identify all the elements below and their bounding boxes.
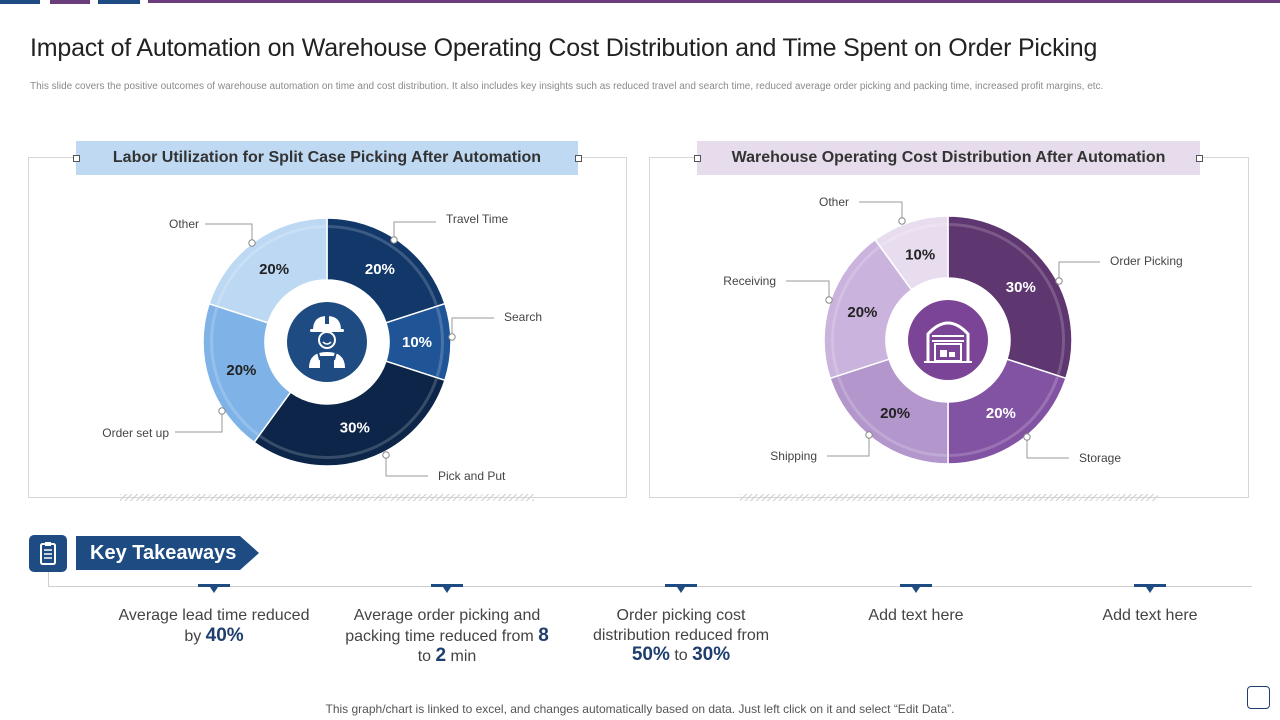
- clipboard-icon: [29, 535, 67, 572]
- left-leader-dot: [448, 333, 456, 341]
- takeaway-marker-icon: [665, 584, 697, 593]
- left-category-label: Search: [504, 310, 542, 324]
- right-leader-line: [859, 201, 903, 221]
- takeaway-text: Average lead time reduced by: [118, 607, 310, 645]
- page-subtitle: This slide covers the positive outcomes …: [30, 81, 1104, 92]
- left-pct-label: 10%: [402, 334, 432, 351]
- right-leader-line: [786, 280, 830, 300]
- left-leader-line: [175, 411, 223, 433]
- right-category-label: Receiving: [723, 274, 776, 288]
- left-donut: 20% Travel Time 10% Search 30% Pick and Put 20…: [102, 212, 542, 483]
- left-leader-dot: [390, 236, 398, 244]
- takeaway-text: to: [669, 647, 693, 664]
- takeaway-text: 30%: [692, 644, 731, 665]
- takeaway-text: 8: [538, 624, 549, 646]
- takeaway-marker-icon: [900, 584, 932, 593]
- takeaway-item: Add text here: [1045, 606, 1255, 626]
- right-leader-dot: [865, 431, 873, 439]
- takeaway-marker-icon: [1134, 584, 1166, 593]
- takeaway-text: 2: [435, 645, 447, 666]
- takeaways-connector: [48, 572, 49, 587]
- left-slice-ring: [210, 306, 260, 436]
- takeaway-text: Add text here: [1102, 607, 1198, 624]
- takeaway-text: Average order picking and packing time r…: [345, 607, 541, 645]
- right-slice-ring: [831, 246, 881, 376]
- left-pct-label: 30%: [340, 420, 370, 437]
- right-category-label: Shipping: [770, 449, 817, 463]
- left-panel-shadow: [120, 494, 534, 501]
- left-slice-ring: [435, 306, 444, 378]
- key-takeaways-heading: Key Takeaways: [90, 542, 237, 564]
- right-slice-ring: [949, 376, 1059, 457]
- right-leader-line: [1058, 261, 1100, 281]
- right-slice-ring: [837, 376, 947, 457]
- takeaway-item: Average lead time reduced by 40%: [109, 606, 319, 646]
- left-slice-ring: [328, 225, 438, 306]
- left-leader-line: [385, 455, 428, 477]
- left-header-handle-left: [73, 155, 80, 162]
- left-leader-line: [205, 223, 253, 243]
- right-slice-ring: [880, 223, 947, 248]
- right-panel-shadow: [740, 494, 1158, 501]
- left-category-label: Order set up: [102, 426, 169, 440]
- takeaway-item: Add text here: [811, 606, 1021, 626]
- takeaway-text: to: [417, 648, 436, 665]
- left-leader-line: [451, 317, 494, 337]
- warehouse-icon: [908, 300, 988, 380]
- left-category-label: Other: [169, 217, 199, 231]
- right-category-label: Order Picking: [1110, 254, 1183, 268]
- left-slice-ring: [216, 225, 326, 306]
- left-category-label: Pick and Put: [438, 469, 506, 483]
- takeaway-text: 50%: [631, 644, 670, 665]
- right-pct-label: 20%: [986, 405, 1016, 422]
- right-category-label: Other: [819, 195, 849, 209]
- page-title: Impact of Automation on Warehouse Operat…: [30, 34, 1098, 62]
- top-accent-bar: [0, 0, 1280, 5]
- takeaway-marker-icon: [431, 584, 463, 593]
- right-leader-dot: [1055, 277, 1063, 285]
- key-takeaways-banner: Key Takeaways: [76, 536, 259, 570]
- left-pct-label: 20%: [365, 261, 395, 278]
- takeaway-marker-icon: [198, 584, 230, 593]
- right-pct-label: 30%: [1006, 279, 1036, 296]
- right-category-label: Storage: [1079, 451, 1121, 465]
- left-chart-title: Labor Utilization for Split Case Picking…: [76, 141, 578, 175]
- right-pct-label: 20%: [847, 304, 877, 321]
- corner-box: [1247, 686, 1270, 709]
- takeaway-item: Average order picking and packing time r…: [342, 606, 552, 667]
- right-chart-title: Warehouse Operating Cost Distribution Af…: [697, 141, 1200, 175]
- left-leader-dot: [382, 451, 390, 459]
- left-leader-line: [393, 221, 436, 240]
- takeaway-text: Add text here: [868, 607, 964, 624]
- right-leader-dot: [898, 217, 906, 225]
- takeaway-text: min: [446, 648, 477, 665]
- right-header-handle-right: [1196, 155, 1203, 162]
- right-leader-dot: [1023, 433, 1031, 441]
- footer-note: This graph/chart is linked to excel, and…: [325, 702, 955, 716]
- right-pct-label: 20%: [880, 405, 910, 422]
- takeaway-text: 40%: [205, 624, 244, 646]
- left-leader-dot: [248, 239, 256, 247]
- takeaways-timeline: [48, 586, 1252, 587]
- worker-icon: [287, 302, 367, 382]
- left-header-handle-right: [575, 155, 582, 162]
- right-leader-dot: [825, 296, 833, 304]
- left-leader-dot: [218, 407, 226, 415]
- left-pct-label: 20%: [226, 362, 256, 379]
- right-leader-line: [1026, 437, 1069, 459]
- left-pct-label: 20%: [259, 261, 289, 278]
- takeaway-text: Order picking cost distribution reduced …: [592, 607, 770, 644]
- right-pct-label: 10%: [905, 246, 935, 263]
- right-header-handle-left: [694, 155, 701, 162]
- takeaway-item: Order picking cost distribution reduced …: [576, 606, 786, 666]
- left-category-label: Travel Time: [446, 212, 509, 226]
- right-leader-line: [827, 435, 870, 457]
